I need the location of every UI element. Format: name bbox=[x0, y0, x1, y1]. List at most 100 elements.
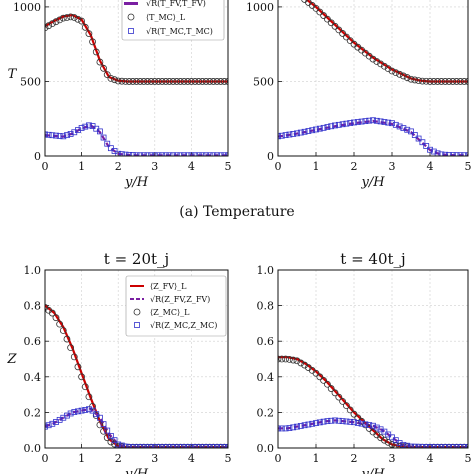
series-point-4 bbox=[144, 444, 151, 448]
series-point-3 bbox=[56, 320, 64, 328]
legend-label: ⟨T_MC⟩_L bbox=[146, 13, 186, 22]
series-point-4 bbox=[140, 444, 147, 448]
series-point-4 bbox=[313, 126, 319, 133]
y-tick-label: 1.0 bbox=[24, 264, 42, 277]
series-point-3 bbox=[384, 438, 392, 446]
series-point-2 bbox=[122, 77, 129, 85]
series-point-4 bbox=[385, 119, 392, 126]
x-axis-label: y/H bbox=[360, 175, 385, 190]
x-tick-label: 5 bbox=[225, 452, 232, 465]
series-point-4 bbox=[148, 444, 155, 448]
series-point-2 bbox=[89, 38, 96, 46]
series-point-3 bbox=[339, 397, 347, 405]
series-point-4 bbox=[366, 117, 373, 124]
series-point-4 bbox=[71, 409, 78, 415]
series-point-4 bbox=[373, 424, 380, 431]
series-point-2 bbox=[335, 26, 343, 34]
series-point-2 bbox=[342, 33, 350, 41]
series-point-3 bbox=[96, 421, 104, 429]
series-point-2 bbox=[92, 48, 100, 56]
series-point-4 bbox=[97, 128, 103, 135]
series-point-3 bbox=[111, 440, 118, 448]
series-point-4 bbox=[118, 151, 125, 156]
series-point-4 bbox=[137, 444, 144, 448]
series-point-4 bbox=[111, 437, 118, 444]
series-point-4 bbox=[332, 122, 338, 129]
x-tick-label: 2 bbox=[115, 452, 122, 465]
series-point-4 bbox=[86, 122, 92, 129]
series-point-4 bbox=[173, 152, 180, 156]
series-point-2 bbox=[70, 14, 78, 21]
series-point-4 bbox=[206, 444, 213, 448]
chart-title: t = 20t_j bbox=[104, 250, 169, 268]
series-point-4 bbox=[192, 444, 198, 448]
x-tick-label: 3 bbox=[389, 160, 396, 173]
series-point-4 bbox=[415, 443, 422, 448]
series-point-3 bbox=[129, 443, 137, 448]
chart-panel-1: 0 1 2 3 4 5 0 500 1000 y/H T bbox=[8, 0, 232, 190]
x-tick-label: 2 bbox=[351, 160, 358, 173]
x-tick-label: 5 bbox=[225, 160, 232, 173]
legend-swatch-mc-mean bbox=[127, 13, 135, 21]
series-point-4 bbox=[166, 152, 173, 156]
series-point-4 bbox=[45, 423, 48, 430]
series-point-3 bbox=[59, 327, 67, 334]
series-point-3 bbox=[445, 443, 453, 448]
series-point-4 bbox=[423, 143, 430, 149]
series-point-4 bbox=[290, 424, 297, 431]
y-tick-label: 500 bbox=[20, 75, 41, 88]
series-point-2 bbox=[224, 78, 228, 85]
series-point-4 bbox=[188, 152, 195, 156]
series-point-4 bbox=[347, 120, 354, 126]
series-point-3 bbox=[297, 359, 305, 367]
series-point-2 bbox=[74, 15, 82, 23]
series-point-4 bbox=[133, 444, 140, 448]
series-point-4 bbox=[354, 420, 361, 426]
series-point-4 bbox=[438, 151, 445, 156]
series-point-3 bbox=[213, 443, 221, 448]
y-tick-label: 0.8 bbox=[24, 300, 42, 313]
series-point-3 bbox=[162, 443, 170, 448]
y-tick-label: 1.0 bbox=[257, 264, 275, 277]
series-point-4 bbox=[423, 444, 430, 448]
series-point-4 bbox=[181, 444, 187, 448]
series-point-2 bbox=[78, 17, 85, 25]
series-point-3 bbox=[136, 443, 144, 448]
series-point-4 bbox=[122, 443, 129, 448]
series-point-4 bbox=[177, 152, 184, 156]
series-point-3 bbox=[434, 443, 441, 448]
series-point-4 bbox=[199, 152, 206, 156]
series-point-3 bbox=[133, 443, 140, 448]
series-point-4 bbox=[294, 130, 300, 137]
series-point-3 bbox=[464, 443, 468, 448]
series-point-4 bbox=[140, 152, 147, 156]
series-point-2 bbox=[312, 4, 320, 12]
series-point-4 bbox=[328, 417, 335, 424]
series-point-2 bbox=[339, 30, 347, 37]
series-point-2 bbox=[52, 18, 60, 26]
series-point-2 bbox=[114, 77, 122, 85]
series-point-4 bbox=[78, 125, 85, 131]
series-point-2 bbox=[388, 67, 396, 75]
series-point-2 bbox=[453, 78, 461, 85]
chart-panel-4: 0 1 2 3 4 5 0.0 0.2 0.4 0.6 0.8 1.0 y/H t = 40t_j bbox=[257, 250, 472, 474]
series-point-2 bbox=[213, 78, 221, 85]
series-point-3 bbox=[301, 361, 309, 369]
series-point-2 bbox=[411, 76, 419, 84]
series-point-4 bbox=[290, 131, 297, 137]
series-point-4 bbox=[453, 444, 460, 448]
series-point-3 bbox=[173, 443, 181, 448]
series-point-4 bbox=[389, 120, 395, 127]
series-point-4 bbox=[67, 131, 74, 137]
series-point-2 bbox=[63, 14, 71, 21]
series-point-2 bbox=[403, 74, 411, 81]
series-point-4 bbox=[206, 152, 213, 156]
series-point-4 bbox=[335, 121, 342, 128]
x-tick-label: 2 bbox=[115, 160, 122, 173]
series-point-3 bbox=[449, 443, 457, 448]
series-point-4 bbox=[316, 419, 323, 426]
x-tick-label: 5 bbox=[465, 452, 472, 465]
series-point-3 bbox=[323, 380, 331, 388]
series-point-4 bbox=[221, 152, 228, 156]
